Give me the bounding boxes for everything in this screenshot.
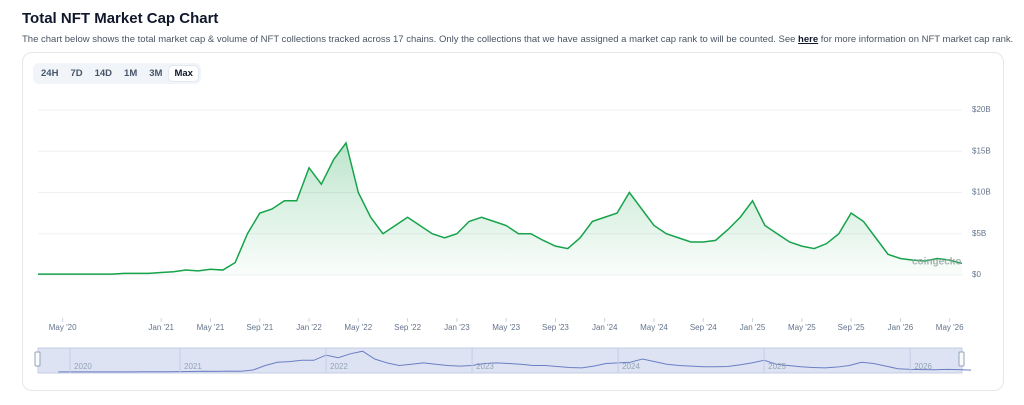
x-tick-label: May '26: [936, 323, 964, 332]
range-button[interactable]: 3M: [149, 68, 163, 79]
x-tick-label: Sep '22: [394, 323, 421, 332]
x-tick-label: Sep '23: [542, 323, 569, 332]
watermark: coingecko: [912, 257, 961, 268]
x-tick-label: Jan '25: [740, 323, 766, 332]
y-tick-label: $0: [972, 270, 981, 279]
header: Total NFT Market Cap Chart The chart bel…: [22, 10, 1014, 45]
range-button[interactable]: 1M: [124, 68, 138, 79]
title: Total NFT Market Cap Chart: [22, 10, 219, 27]
x-tick-label: Jan '22: [296, 323, 322, 332]
x-tick-label: May '25: [788, 323, 816, 332]
navigator-label: 2022: [330, 362, 348, 371]
navigator-handle[interactable]: [34, 351, 41, 367]
range-button[interactable]: 14D: [94, 68, 113, 79]
x-tick-label: May '23: [492, 323, 520, 332]
x-tick-label: Sep '25: [838, 323, 865, 332]
navigator-label: 2021: [184, 362, 202, 371]
link[interactable]: here: [798, 34, 819, 45]
description-text: The chart below shows the total market c…: [22, 34, 796, 45]
x-tick-label: May '21: [197, 323, 225, 332]
area: [38, 143, 962, 275]
x-tick-label: May '20: [49, 323, 77, 332]
x-tick-label: Jan '24: [592, 323, 618, 332]
y-tick-label: $10B: [972, 188, 991, 197]
x-tick-label: May '24: [640, 323, 668, 332]
y-tick-label: $20B: [972, 105, 991, 114]
y-tick-label: $15B: [972, 146, 991, 155]
navigator-label: 2020: [74, 362, 92, 371]
navigator-line: [58, 350, 972, 373]
navigator-label: 2025: [768, 362, 786, 371]
range-button[interactable]: 24H: [41, 68, 59, 79]
navigator-label: 2026: [914, 362, 932, 371]
range-selector: 24H 7D 14D 1M 3M Max: [33, 63, 201, 84]
description: The chart below shows the total market c…: [22, 34, 1014, 45]
chart-card: [22, 52, 1004, 391]
range-button[interactable]: Max: [168, 65, 199, 82]
line: [38, 141, 963, 275]
description-text: for more information on NFT market cap r…: [820, 34, 1014, 45]
navigator-label: 2023: [476, 362, 494, 371]
navigator[interactable]: [37, 347, 963, 374]
x-tick-label: Sep '24: [690, 323, 717, 332]
x-tick-label: Sep '21: [246, 323, 273, 332]
y-tick-label: $5B: [972, 229, 986, 238]
x-tick-label: Jan '21: [148, 323, 174, 332]
navigator-handle[interactable]: [958, 351, 965, 367]
x-tick-label: May '22: [344, 323, 372, 332]
navigator-label: 2024: [622, 362, 640, 371]
range-button[interactable]: 7D: [70, 68, 83, 79]
x-tick-label: Jan '23: [444, 323, 470, 332]
x-tick-label: Jan '26: [888, 323, 914, 332]
